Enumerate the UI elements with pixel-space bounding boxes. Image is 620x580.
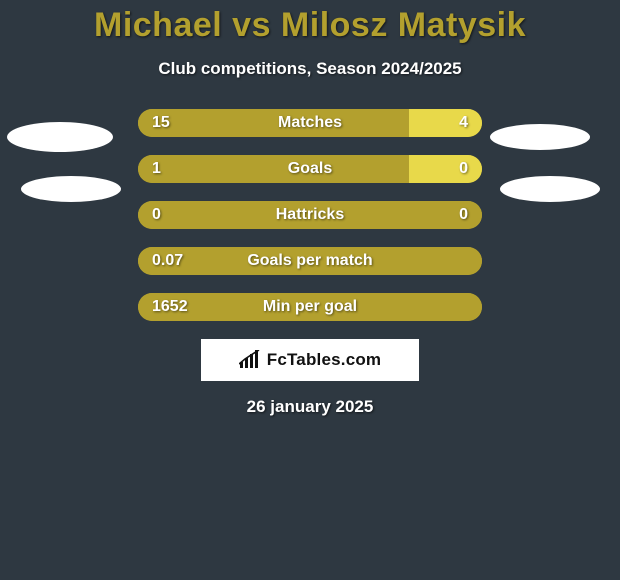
bar-track: Goals per match0.07 [138,247,482,275]
stat-row: Hattricks0 0 [0,201,620,229]
chart-icon [239,350,261,370]
date-label: 26 january 2025 [0,397,620,417]
decorative-ellipse [21,176,121,202]
bar-center-label: Min per goal [138,293,482,321]
bar-track: Hattricks0 0 [138,201,482,229]
bar-track: Min per goal1652 [138,293,482,321]
page-title: Michael vs Milosz Matysik [0,0,620,45]
bar-right-value: 0 [459,155,468,183]
stat-row: Min per goal1652 [0,293,620,321]
bar-left-value: 0.07 [152,247,183,275]
bar-left-value: 1 [152,155,161,183]
decorative-ellipse [500,176,600,202]
bar-center-label: Goals [138,155,482,183]
bar-right-value: 4 [459,109,468,137]
bar-center-label: Goals per match [138,247,482,275]
decorative-ellipse [490,124,590,150]
bar-left-value: 1652 [152,293,188,321]
stat-row: Goals per match0.07 [0,247,620,275]
bar-left-value: 15 [152,109,170,137]
bar-track: Goals1 0 [138,155,482,183]
bar-track: Matches15 4 [138,109,482,137]
bar-left-value: 0 [152,201,161,229]
bar-center-label: Hattricks [138,201,482,229]
bar-center-label: Matches [138,109,482,137]
page-subtitle: Club competitions, Season 2024/2025 [0,59,620,79]
page-root: Michael vs Milosz Matysik Club competiti… [0,0,620,580]
decorative-ellipse [7,122,113,152]
brand-box: FcTables.com [201,339,419,381]
brand-text: FcTables.com [267,350,382,370]
bar-right-value: 0 [459,201,468,229]
